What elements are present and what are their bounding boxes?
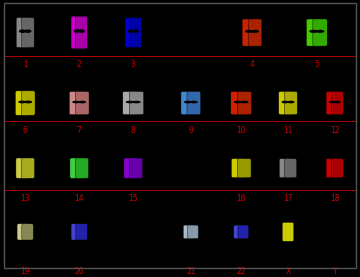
FancyBboxPatch shape: [234, 225, 244, 239]
Ellipse shape: [329, 101, 336, 103]
Ellipse shape: [316, 30, 324, 33]
Text: X: X: [285, 267, 291, 276]
FancyBboxPatch shape: [22, 158, 35, 178]
FancyBboxPatch shape: [17, 224, 28, 240]
FancyBboxPatch shape: [187, 91, 201, 115]
Text: 20: 20: [75, 267, 84, 276]
Ellipse shape: [132, 101, 141, 103]
Text: 7: 7: [77, 125, 82, 135]
FancyBboxPatch shape: [129, 91, 144, 115]
FancyBboxPatch shape: [279, 91, 292, 115]
Ellipse shape: [78, 101, 86, 103]
FancyBboxPatch shape: [279, 159, 292, 178]
FancyBboxPatch shape: [15, 91, 29, 115]
FancyBboxPatch shape: [22, 224, 33, 240]
Text: 15: 15: [129, 194, 138, 203]
Ellipse shape: [309, 30, 318, 33]
FancyBboxPatch shape: [76, 158, 89, 178]
FancyBboxPatch shape: [71, 16, 82, 49]
Text: 13: 13: [21, 194, 30, 203]
Ellipse shape: [24, 29, 32, 33]
Ellipse shape: [18, 101, 26, 103]
Text: 21: 21: [186, 267, 195, 276]
Text: 19: 19: [21, 267, 30, 276]
FancyBboxPatch shape: [237, 91, 252, 115]
Text: 4: 4: [249, 60, 255, 69]
Ellipse shape: [74, 29, 80, 33]
FancyBboxPatch shape: [284, 91, 297, 115]
FancyBboxPatch shape: [16, 158, 29, 178]
Text: 8: 8: [131, 125, 136, 135]
Ellipse shape: [128, 29, 134, 33]
Text: 16: 16: [237, 194, 246, 203]
FancyBboxPatch shape: [123, 91, 137, 115]
Ellipse shape: [334, 101, 341, 103]
FancyBboxPatch shape: [21, 91, 35, 115]
FancyBboxPatch shape: [326, 159, 338, 178]
Ellipse shape: [24, 101, 32, 103]
Text: 12: 12: [330, 125, 339, 135]
Ellipse shape: [132, 29, 139, 33]
FancyBboxPatch shape: [70, 158, 83, 178]
FancyBboxPatch shape: [306, 19, 321, 46]
FancyBboxPatch shape: [125, 18, 136, 47]
Text: 5: 5: [314, 60, 319, 69]
Ellipse shape: [190, 101, 198, 103]
FancyBboxPatch shape: [22, 18, 34, 47]
FancyBboxPatch shape: [248, 19, 262, 46]
Text: 18: 18: [330, 194, 339, 203]
FancyBboxPatch shape: [181, 91, 195, 115]
FancyBboxPatch shape: [130, 158, 143, 178]
Ellipse shape: [240, 101, 249, 103]
FancyBboxPatch shape: [75, 91, 89, 115]
Ellipse shape: [19, 29, 26, 33]
Ellipse shape: [251, 30, 259, 33]
FancyBboxPatch shape: [331, 159, 343, 178]
FancyBboxPatch shape: [69, 91, 83, 115]
Ellipse shape: [282, 101, 289, 103]
FancyBboxPatch shape: [282, 222, 294, 241]
Text: 22: 22: [237, 267, 246, 276]
FancyBboxPatch shape: [242, 19, 256, 46]
Ellipse shape: [184, 101, 192, 103]
FancyBboxPatch shape: [331, 91, 343, 115]
FancyBboxPatch shape: [188, 225, 198, 239]
Ellipse shape: [245, 30, 253, 33]
Ellipse shape: [72, 101, 80, 103]
Text: 6: 6: [23, 125, 28, 135]
Text: 10: 10: [237, 125, 246, 135]
FancyBboxPatch shape: [76, 16, 87, 49]
FancyBboxPatch shape: [237, 159, 251, 178]
FancyBboxPatch shape: [76, 224, 87, 240]
FancyBboxPatch shape: [124, 158, 137, 178]
Text: Y: Y: [333, 267, 337, 276]
Text: 11: 11: [283, 125, 293, 135]
FancyBboxPatch shape: [130, 18, 141, 47]
Text: 9: 9: [188, 125, 193, 135]
Ellipse shape: [126, 101, 134, 103]
FancyBboxPatch shape: [238, 225, 249, 239]
FancyBboxPatch shape: [71, 224, 82, 240]
Text: 1: 1: [23, 60, 28, 69]
FancyBboxPatch shape: [284, 159, 297, 178]
FancyBboxPatch shape: [183, 225, 194, 239]
FancyBboxPatch shape: [231, 91, 245, 115]
Text: 3: 3: [131, 60, 136, 69]
FancyBboxPatch shape: [16, 18, 29, 47]
Ellipse shape: [78, 29, 85, 33]
FancyBboxPatch shape: [326, 91, 338, 115]
Text: 17: 17: [283, 194, 293, 203]
Ellipse shape: [234, 101, 242, 103]
Ellipse shape: [287, 101, 294, 103]
Text: 2: 2: [77, 60, 82, 69]
Text: 14: 14: [75, 194, 84, 203]
FancyBboxPatch shape: [313, 19, 327, 46]
FancyBboxPatch shape: [231, 159, 245, 178]
